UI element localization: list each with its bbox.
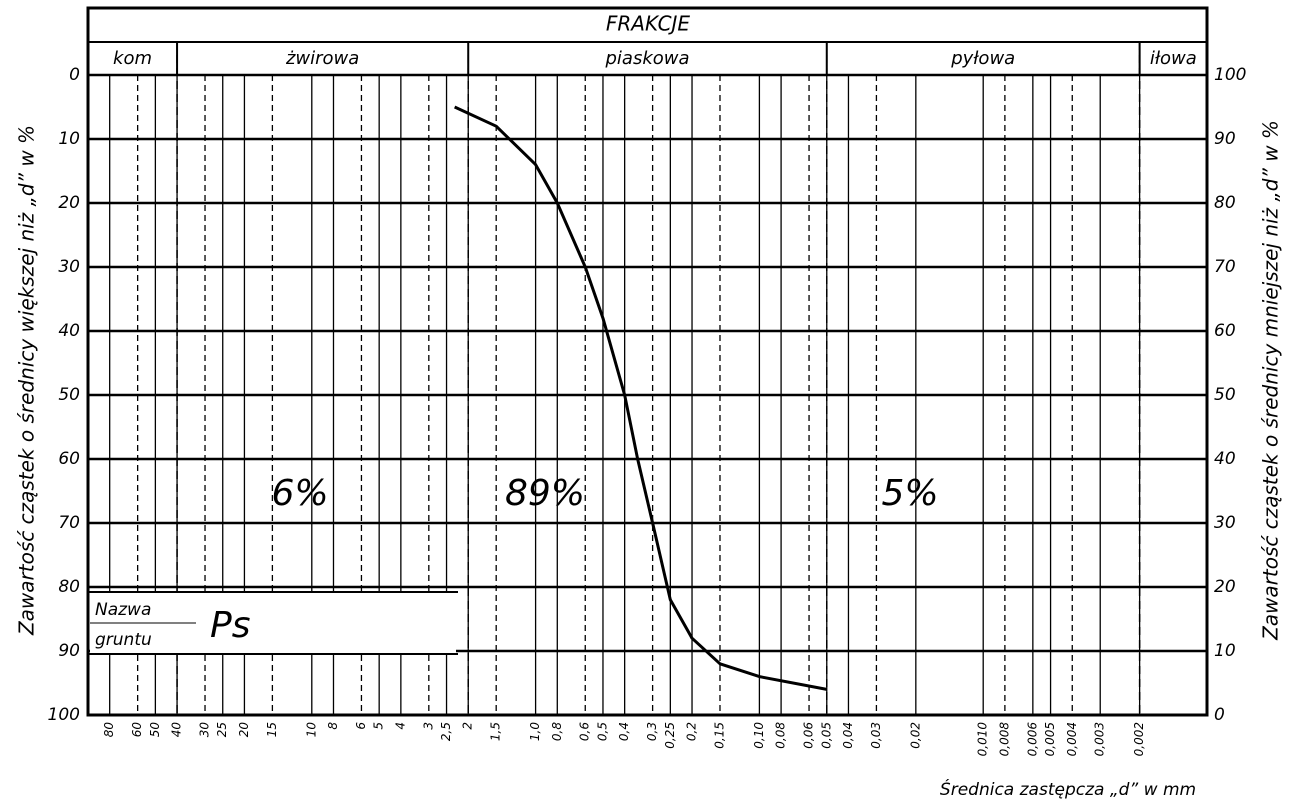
x-tick-label: 0,6 — [578, 722, 592, 741]
x-tick-label: 1,5 — [489, 722, 503, 741]
x-tick-label: 1,0 — [528, 722, 542, 741]
y-tick-label: 50 — [58, 385, 80, 405]
x-tick-label: 0,10 — [752, 722, 766, 749]
y-tick-label: 10 — [58, 129, 80, 149]
y-axis-title: Zawartość cząstek o średnicy większej ni… — [15, 125, 39, 636]
soil-name: Ps — [210, 605, 250, 646]
x-tick-label: 0,05 — [819, 722, 833, 749]
x-tick-label: 4 — [393, 722, 407, 730]
x-tick-label: 0,006 — [1025, 722, 1039, 757]
y2-tick-label: 10 — [1214, 641, 1236, 661]
y2-tick-label: 100 — [1214, 65, 1246, 85]
y2-axis-title: Zawartość cząstek o średnicy mniejszej n… — [1259, 120, 1283, 641]
y2-tick-label: 40 — [1214, 449, 1236, 469]
x-tick-label: 30 — [198, 722, 212, 738]
y-tick-label: 80 — [58, 577, 80, 597]
x-tick-label: 0,5 — [595, 722, 609, 741]
x-tick-label: 0,04 — [841, 722, 855, 749]
y2-tick-label: 70 — [1214, 257, 1236, 277]
chart-title: FRAKCJE — [606, 12, 691, 36]
annotation: 6% — [271, 473, 328, 514]
fraction-label: piaskowa — [604, 48, 689, 69]
soil-name-label: gruntu — [95, 630, 152, 650]
y2-tick-label: 60 — [1214, 321, 1236, 341]
x-tick-label: 0,02 — [908, 722, 922, 749]
x-tick-label: 0,004 — [1065, 722, 1079, 756]
x-tick-label: 0,4 — [617, 722, 631, 741]
y-tick-label: 0 — [69, 65, 80, 85]
x-tick-label: 80 — [102, 722, 116, 738]
y-tick-label: 70 — [58, 513, 80, 533]
x-tick-label: 0,002 — [1132, 722, 1146, 756]
annotation: 5% — [881, 473, 938, 514]
y-tick-label: 30 — [58, 257, 80, 277]
plot: 80 60 50 40 30 25 20 15 10 8 6 5 4 3 2,5 2 1,5 1,0 0,8 0,6 0… — [48, 42, 1246, 757]
x-tick-label: 2,5 — [439, 722, 453, 741]
y-tick-label: 90 — [58, 641, 80, 661]
x-tick-label: 20 — [237, 722, 251, 738]
x-tick-label: 8 — [326, 722, 340, 730]
x-tick-label: 10 — [304, 722, 318, 738]
x-tick-label: 0,3 — [645, 722, 659, 741]
y-tick-label: 40 — [58, 321, 80, 341]
x-tick-label: 0,03 — [869, 722, 883, 749]
x-tick-label: 0,15 — [712, 722, 726, 749]
x-tick-label: 0,08 — [774, 722, 788, 749]
fraction-label: żwirowa — [285, 48, 359, 69]
x-tick-label: 3 — [421, 722, 435, 730]
x-tick-label: 0,010 — [976, 722, 990, 757]
x-tick-label: 25 — [215, 722, 229, 737]
x-tick-label: 5 — [372, 722, 386, 730]
x-tick-label: 60 — [130, 722, 144, 738]
x-tick-label: 0,003 — [1093, 722, 1107, 756]
x-tick-label: 0,8 — [550, 722, 564, 741]
y-tick-label: 100 — [48, 705, 80, 725]
fraction-label: iłowa — [1150, 48, 1197, 69]
x-axis-title: Średnica zastępcza „d” w mm — [940, 778, 1196, 800]
line-series — [454, 105, 828, 691]
x-tick-label: 6 — [354, 722, 368, 730]
y2-tick-label: 0 — [1214, 705, 1225, 725]
y2-tick-label: 20 — [1214, 577, 1236, 597]
x-tick-label: 0,06 — [802, 722, 816, 749]
y2-tick-label: 90 — [1214, 129, 1236, 149]
y-tick-label: 20 — [58, 193, 80, 213]
x-tick-label: 0,005 — [1043, 722, 1057, 756]
y2-tick-label: 80 — [1214, 193, 1236, 213]
x-tick-label: 0,008 — [997, 722, 1011, 757]
y-tick-label: 60 — [58, 449, 80, 469]
y2-tick-label: 30 — [1214, 513, 1236, 533]
x-tick-label: 0,25 — [663, 722, 677, 749]
fraction-label: kom — [113, 48, 152, 69]
x-tick-label: 50 — [148, 722, 162, 738]
x-tick-label: 15 — [265, 722, 279, 737]
x-tick-label: 2 — [461, 722, 475, 730]
y2-tick-label: 50 — [1214, 385, 1236, 405]
soil-name-label: Nazwa — [95, 600, 151, 620]
fraction-label: pyłowa — [950, 48, 1015, 69]
x-tick-label: 0,2 — [685, 722, 699, 741]
annotation: 89% — [505, 473, 585, 514]
x-tick-label: 40 — [170, 722, 184, 738]
